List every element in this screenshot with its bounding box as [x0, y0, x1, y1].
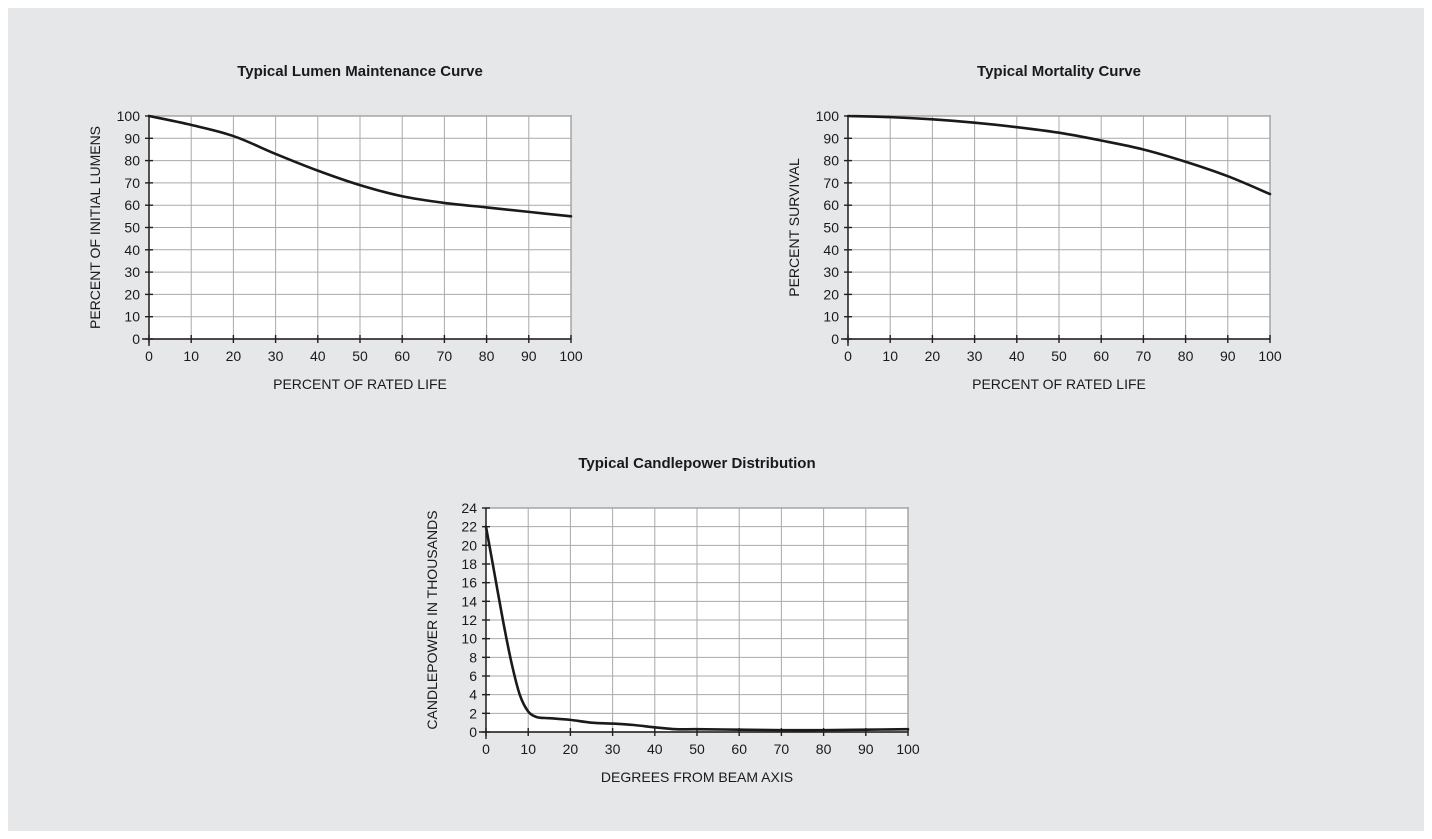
candlepower-xtick-label-0: 0: [482, 741, 490, 757]
mortality-ytick-label-30: 30: [823, 264, 839, 280]
candlepower-series-line: [484, 525, 910, 732]
lumen-ytick-label-90: 90: [124, 130, 140, 146]
mortality-xtick-label-0: 0: [844, 348, 852, 364]
candlepower-ytick-label-22: 22: [461, 519, 477, 535]
lumen-chart-title: Typical Lumen Maintenance Curve: [237, 63, 483, 80]
candlepower-ytick-label-8: 8: [469, 649, 477, 665]
lumen-ytick-label-70: 70: [124, 175, 140, 191]
mortality-xtick-label-50: 50: [1051, 348, 1067, 364]
lumen-xtick-label-100: 100: [559, 348, 583, 364]
mortality-xtick-label-100: 100: [1258, 348, 1282, 364]
lumen-ytick-label-100: 100: [117, 108, 141, 124]
mortality-xtick-label-30: 30: [967, 348, 983, 364]
lumen-ytick-label-50: 50: [124, 220, 140, 236]
mortality-ytick-label-0: 0: [831, 331, 839, 347]
lumen-xtick-label-70: 70: [437, 348, 453, 364]
mortality-ytick-label-80: 80: [823, 153, 839, 169]
candlepower-y-axis-label: CANDLEPOWER IN THOUSANDS: [424, 510, 440, 729]
lumen-xtick-label-0: 0: [145, 348, 153, 364]
candlepower-xtick-label-40: 40: [647, 741, 663, 757]
mortality-xtick-label-10: 10: [882, 348, 898, 364]
mortality-xtick-label-20: 20: [925, 348, 941, 364]
lumen-ytick-label-40: 40: [124, 242, 140, 258]
candlepower-ytick-label-12: 12: [461, 612, 477, 628]
lumen-ytick-label-60: 60: [124, 197, 140, 213]
candlepower-ytick-label-14: 14: [461, 593, 477, 609]
lumen-xtick-label-40: 40: [310, 348, 326, 364]
candlepower-ytick-label-16: 16: [461, 575, 477, 591]
mortality-xtick-label-90: 90: [1220, 348, 1236, 364]
candlepower-ytick-label-24: 24: [461, 500, 477, 516]
candlepower-ytick-label-2: 2: [469, 705, 477, 721]
lumen-xtick-label-20: 20: [226, 348, 242, 364]
candlepower-xtick-label-30: 30: [605, 741, 621, 757]
mortality-xtick-label-40: 40: [1009, 348, 1025, 364]
candlepower-xtick-label-90: 90: [858, 741, 874, 757]
mortality-ytick-label-70: 70: [823, 175, 839, 191]
candlepower-chart-title: Typical Candlepower Distribution: [578, 455, 815, 472]
candlepower-xtick-label-10: 10: [520, 741, 536, 757]
lumen-xtick-label-10: 10: [183, 348, 199, 364]
lumen-y-axis-label: PERCENT OF INITIAL LUMENS: [87, 126, 103, 329]
mortality-ytick-label-10: 10: [823, 309, 839, 325]
mortality-ytick-label-60: 60: [823, 197, 839, 213]
candlepower-ytick-label-0: 0: [469, 724, 477, 740]
mortality-xtick-label-70: 70: [1136, 348, 1152, 364]
mortality-ytick-label-100: 100: [816, 108, 840, 124]
candlepower-ytick-label-20: 20: [461, 537, 477, 553]
candlepower-xtick-label-20: 20: [563, 741, 579, 757]
candlepower-ytick-label-18: 18: [461, 556, 477, 572]
mortality-ytick-label-20: 20: [823, 286, 839, 302]
lumen-xtick-label-90: 90: [521, 348, 537, 364]
mortality-ytick-label-40: 40: [823, 242, 839, 258]
mortality-ytick-label-90: 90: [823, 130, 839, 146]
mortality-series-line: [846, 114, 1272, 196]
lumen-ytick-label-10: 10: [124, 309, 140, 325]
candlepower-ytick-label-10: 10: [461, 631, 477, 647]
mortality-ytick-label-50: 50: [823, 220, 839, 236]
candlepower-xtick-label-50: 50: [689, 741, 705, 757]
lumen-xtick-label-50: 50: [352, 348, 368, 364]
candlepower-xtick-label-70: 70: [774, 741, 790, 757]
lumen-xtick-label-60: 60: [394, 348, 410, 364]
candlepower-xtick-label-60: 60: [731, 741, 747, 757]
mortality-x-axis-label: PERCENT OF RATED LIFE: [972, 376, 1146, 392]
candlepower-ytick-label-6: 6: [469, 668, 477, 684]
candlepower-xtick-label-80: 80: [816, 741, 832, 757]
mortality-chart-title: Typical Mortality Curve: [977, 63, 1141, 80]
lumen-xtick-label-80: 80: [479, 348, 495, 364]
mortality-xtick-label-80: 80: [1178, 348, 1194, 364]
lumen-xtick-label-30: 30: [268, 348, 284, 364]
mortality-y-axis-label: PERCENT SURVIVAL: [786, 158, 802, 297]
lumen-ytick-label-0: 0: [132, 331, 140, 347]
candlepower-x-axis-label: DEGREES FROM BEAM AXIS: [601, 769, 793, 785]
lumen-ytick-label-80: 80: [124, 153, 140, 169]
lumen-ytick-label-20: 20: [124, 286, 140, 302]
candlepower-xtick-label-100: 100: [896, 741, 920, 757]
lumen-series-line: [147, 114, 573, 218]
candlepower-ytick-label-4: 4: [469, 687, 477, 703]
lumen-ytick-label-30: 30: [124, 264, 140, 280]
lumen-x-axis-label: PERCENT OF RATED LIFE: [273, 376, 447, 392]
mortality-xtick-label-60: 60: [1093, 348, 1109, 364]
